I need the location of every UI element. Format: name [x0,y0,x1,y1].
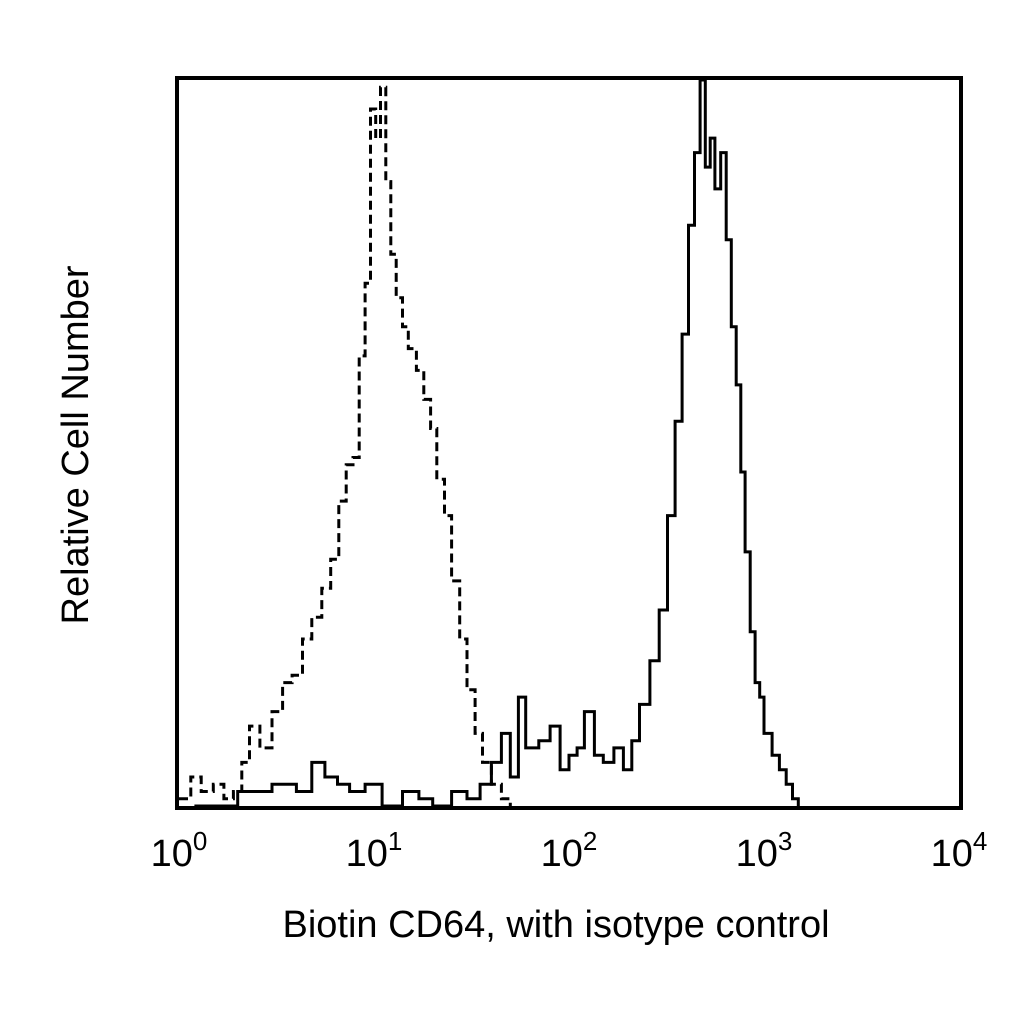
y-axis-label: Relative Cell Number [55,265,97,624]
x-tick-label: 101 [346,826,403,875]
histogram-series-group [179,78,800,808]
x-tick-label: 100 [151,826,208,875]
plot-frame [175,76,963,810]
x-tick-label: 103 [736,826,793,875]
histogram-series-solid-line [194,78,800,808]
x-axis-ticks: 100 101 102 103 104 [151,826,988,875]
x-tick-label: 102 [541,826,598,875]
x-axis-label: Biotin CD64, with isotype control [282,904,829,946]
x-tick-label: 104 [931,826,988,875]
histogram-series-dashed-line [179,85,512,806]
